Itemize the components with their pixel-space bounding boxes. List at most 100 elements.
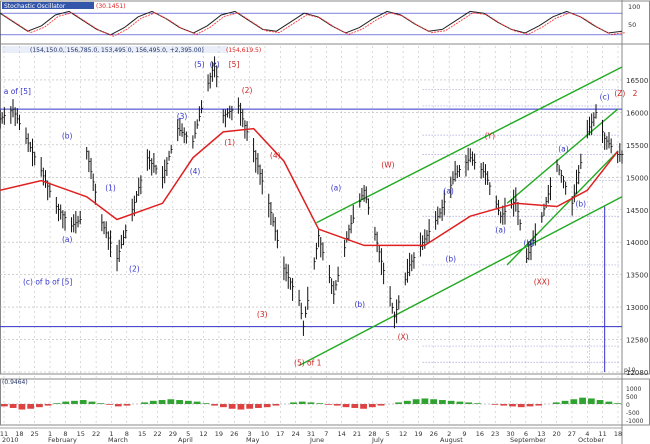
oscillator-bar — [27, 404, 35, 409]
oscillator-bar — [263, 404, 271, 408]
x-day-tick: 13 — [537, 430, 545, 438]
x-day-tick: 18 — [614, 430, 622, 438]
wave-label: (c) — [210, 60, 220, 69]
oscillator-bar — [403, 400, 411, 404]
month-label: April — [178, 436, 193, 444]
oscillator-bar — [614, 403, 621, 404]
oscillator-bar — [36, 404, 43, 408]
x-day-tick: 6 — [524, 430, 528, 438]
stochastic-header-box — [2, 2, 94, 9]
oscillator-bar — [325, 404, 332, 405]
stochastic-label: Stochastic Oscillator — [4, 3, 66, 10]
oscillator-bar — [579, 397, 586, 404]
oscillator-bar — [552, 402, 560, 404]
wave-label: (c) of b of [5] — [23, 277, 72, 286]
x-day-tick: 26 — [230, 430, 238, 438]
oscillator-bar — [491, 404, 499, 405]
wave-label: (2) — [129, 264, 140, 273]
stochastic-value: (30.1451) — [96, 3, 126, 10]
oscillator-bar — [395, 402, 402, 404]
oscillator-bar — [106, 404, 113, 405]
month-label: May — [246, 436, 260, 444]
year-label: 2010 — [2, 436, 19, 444]
oscillator-bar — [412, 399, 420, 404]
oscillator-bar — [246, 404, 254, 409]
oscillator-bar — [9, 404, 17, 408]
x-day-tick: 31 — [307, 430, 315, 438]
x-day-tick: 22 — [92, 430, 100, 438]
wave-label: (5) of 1 — [294, 359, 322, 368]
month-label: September — [510, 436, 546, 444]
wave-label: (2) — [242, 86, 253, 95]
oscillator-bar — [465, 402, 473, 404]
channel-line-upper — [316, 66, 623, 224]
x-day-tick: 28 — [368, 430, 376, 438]
wave-label: (a) — [558, 144, 569, 153]
oscillator-bar — [447, 400, 455, 404]
oscillator-bar — [430, 399, 438, 404]
month-label: October — [578, 436, 604, 444]
oscillator-bar — [123, 404, 131, 406]
oscillator-bar — [53, 403, 61, 404]
oscillator-bar — [535, 404, 543, 406]
wave-label: [5] — [229, 60, 240, 69]
y-tick-label: 16500 — [626, 77, 648, 85]
oscillator-bar — [509, 404, 516, 407]
wave-label: (3) — [177, 112, 188, 121]
oscillator-bar — [587, 398, 595, 404]
stochastic-k-line — [0, 10, 623, 36]
oscillator-bar — [377, 404, 385, 406]
price-ohlc-header: (154,150.0, 156,785.0, 153,495.0, 156,49… — [30, 47, 204, 54]
y-tick-label: 14000 — [626, 239, 648, 247]
channel-line-inner-lower — [506, 150, 619, 266]
month-label: August — [440, 436, 463, 444]
wave-label: (b) — [354, 300, 365, 309]
x-day-tick: 10 — [261, 430, 269, 438]
price-header-box — [2, 46, 228, 53]
oscillator-bar — [141, 402, 148, 404]
channel-line-inner-upper — [506, 108, 619, 204]
x-day-tick: 7 — [324, 430, 328, 438]
x-day-tick: 11 — [599, 430, 607, 438]
oscillator-bar — [333, 404, 341, 406]
oscillator-bar — [62, 401, 70, 404]
x-day-tick: 26 — [430, 430, 438, 438]
oscillator-bar — [368, 404, 376, 408]
x-day-tick: 11 — [0, 430, 8, 438]
oscillator-bar — [114, 404, 122, 407]
y-tick-label: 13000 — [626, 304, 648, 312]
wave-label: (a) — [495, 225, 506, 234]
oscillator-bar — [237, 404, 245, 410]
oscillator-bar — [44, 404, 52, 406]
oscillator-bar — [88, 401, 96, 404]
oscillator-bar — [439, 400, 446, 404]
x-day-tick: 29 — [169, 430, 177, 438]
x-day-tick: 8 — [125, 430, 129, 438]
x-day-tick: 15 — [77, 430, 85, 438]
oscillator-bar — [149, 400, 157, 404]
x-day-tick: 19 — [215, 430, 223, 438]
x-day-tick: 5 — [386, 430, 390, 438]
oscillator-panel — [0, 378, 650, 426]
oscillator-tick: -500 — [626, 410, 640, 417]
oscillator-bar — [360, 404, 367, 409]
oscillator-bar — [97, 403, 105, 404]
oscillator-bar — [298, 401, 306, 404]
y-tick-label: 15000 — [626, 174, 648, 182]
y-tick-label: 16000 — [626, 109, 648, 117]
oscillator-bar — [290, 402, 297, 404]
oscillator-bar — [272, 404, 280, 406]
stochastic-tick: 100 — [628, 3, 640, 11]
oscillator-bar — [474, 403, 481, 404]
stochastic-panel — [0, 0, 650, 46]
x-day-tick: 22 — [153, 430, 161, 438]
oscillator-bar — [342, 404, 350, 408]
x-day-tick: 25 — [31, 430, 39, 438]
stochastic-d-line — [2, 12, 626, 37]
x-day-tick: 16 — [476, 430, 484, 438]
wave-label: (b) — [445, 255, 456, 264]
oscillator-bar — [158, 400, 166, 404]
wave-label: 2 — [633, 89, 638, 98]
x-day-tick: 5 — [186, 430, 190, 438]
